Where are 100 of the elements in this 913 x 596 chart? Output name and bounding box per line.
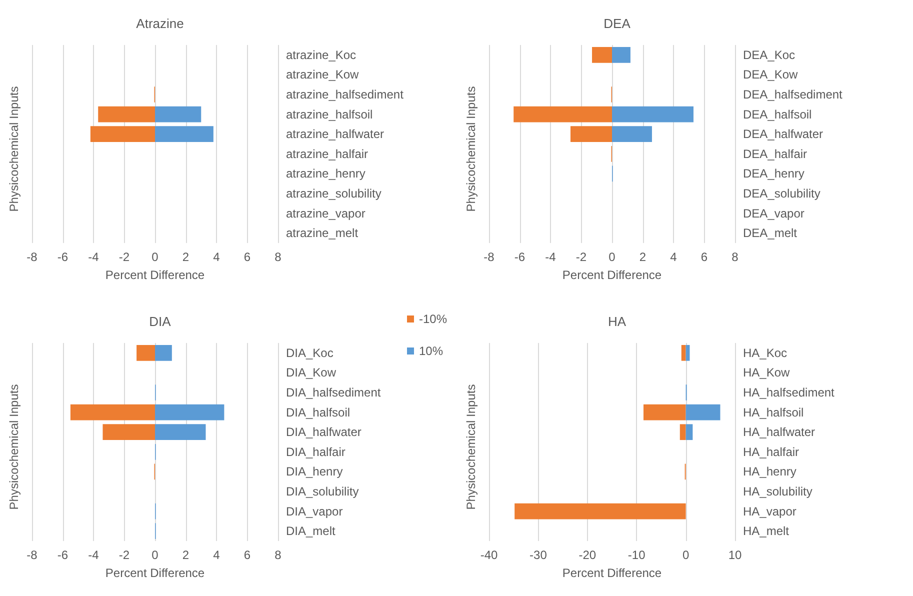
x-tick-label: 2 [182,250,190,264]
y-tick-label: HA_vapor [743,504,796,518]
x-tick-label: -8 [26,548,38,562]
x-tick-label: -6 [514,250,526,264]
x-tick-label: -2 [576,250,587,264]
y-tick-label: HA_solubility [743,484,812,498]
bar [102,424,155,440]
bar [514,106,612,122]
y-tick-label: DEA_Kow [743,68,798,82]
x-axis-title: Percent Difference [105,268,205,282]
x-tick-label: 8 [732,250,739,264]
x-tick-label: 0 [682,548,690,562]
x-tick-label: -20 [578,548,596,562]
x-tick-label: 2 [639,250,646,264]
bar [155,344,172,361]
x-tick-label: -2 [118,548,130,562]
bar [155,126,214,142]
y-tick-label: DEA_solubility [743,186,820,200]
y-axis-title: Physicochemical Inputs [464,86,478,212]
y-tick-label: DIA_halfsediment [286,386,382,400]
x-tick-label: 6 [244,548,251,562]
bar [686,424,693,440]
y-tick-label: atrazine_melt [286,226,359,240]
x-tick-label: 4 [213,548,220,562]
y-tick-label: atrazine_halfsoil [286,107,373,122]
y-tick-label: atrazine_Kow [286,68,360,82]
y-tick-label: atrazine_henry [286,166,366,181]
y-tick-label: HA_halfwater [743,425,816,440]
x-tick-label: 0 [152,548,159,562]
bar [570,126,612,142]
bar [680,424,686,440]
y-axis-title: Physicochemical Inputs [7,384,21,510]
x-tick-label: 6 [700,250,708,264]
bar [643,404,686,420]
x-tick-label: 10 [728,548,742,562]
chart-title: Atrazine [136,16,184,31]
bar [98,106,155,122]
x-tick-label: 0 [152,250,159,264]
legend-label: 10% [418,344,444,358]
chart-title: DIA [149,314,172,329]
y-tick-label: atrazine_halfwater [286,127,384,142]
y-tick-label: atrazine_solubility [286,186,382,200]
y-tick-label: atrazine_halfsediment [286,88,404,102]
bar [155,424,206,440]
bar [155,106,202,122]
bar [681,344,686,361]
bar [592,46,612,63]
x-tick-label: -4 [545,250,556,264]
bar [90,126,155,142]
y-tick-label: HA_halfsediment [743,386,836,400]
legend-label: -10% [418,312,448,326]
y-tick-label: DIA_Koc [286,346,334,360]
y-tick-label: DEA_Koc [743,48,796,62]
y-tick-label: DEA_henry [743,166,804,181]
y-tick-label: DIA_vapor [286,504,343,518]
y-tick-label: DEA_halfsoil [743,107,812,122]
x-axis-title: Percent Difference [105,566,205,580]
x-tick-label: 4 [213,250,220,264]
x-tick-label: -4 [88,250,100,264]
bar [686,404,720,420]
y-tick-label: DIA_melt [286,524,336,538]
chart-title: DEA [604,16,631,31]
y-axis-title: Physicochemical Inputs [7,86,21,212]
y-tick-label: DIA_halfair [286,444,346,459]
x-axis-title: Percent Difference [562,268,662,282]
x-tick-label: -8 [26,250,38,264]
y-tick-label: DIA_henry [286,464,343,479]
bar [155,404,224,420]
bar [612,106,694,122]
y-tick-label: DIA_solubility [286,484,359,498]
y-tick-label: HA_Kow [743,366,790,380]
y-tick-label: DIA_halfwater [286,425,362,440]
y-tick-label: HA_halfair [743,444,800,459]
y-tick-label: atrazine_Koc [286,48,356,62]
y-tick-label: DEA_vapor [743,206,804,220]
y-tick-label: DIA_halfsoil [286,405,350,420]
y-tick-label: DEA_halfwater [743,127,824,142]
y-tick-label: HA_melt [743,524,790,538]
x-tick-label: 6 [244,250,251,264]
x-tick-label: -2 [118,250,130,264]
bar [70,404,155,420]
x-tick-label: -40 [480,548,498,562]
bar [612,126,652,142]
bar [514,503,686,520]
y-tick-label: HA_halfsoil [743,405,804,420]
y-tick-label: DEA_halfsediment [743,88,844,102]
x-tick-label: 0 [608,250,616,264]
x-tick-label: 8 [274,548,282,562]
x-tick-label: 2 [182,548,190,562]
y-tick-label: HA_Koc [743,346,788,360]
x-tick-label: -6 [57,548,68,562]
x-axis-title: Percent Difference [562,566,662,580]
x-tick-label: -6 [57,250,68,264]
bar [686,344,690,361]
y-tick-label: DEA_halfair [743,146,808,161]
y-tick-label: DEA_melt [743,226,798,240]
x-tick-label: -30 [530,548,548,562]
bar [136,344,155,361]
x-tick-label: 4 [670,250,678,264]
x-tick-label: -4 [88,548,100,562]
